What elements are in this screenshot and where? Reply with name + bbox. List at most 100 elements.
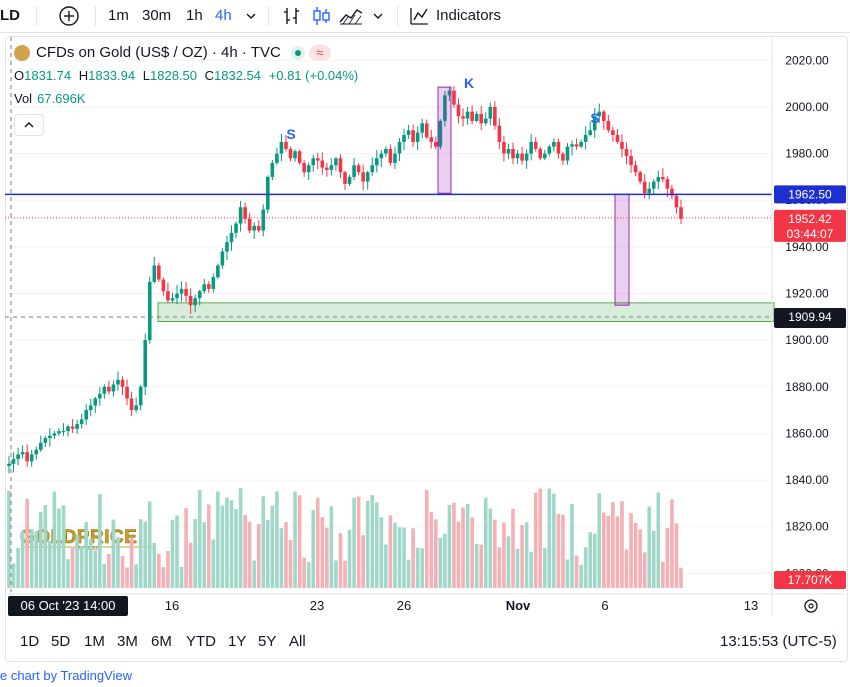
indicators-icon[interactable]: [408, 0, 430, 32]
area-chart-icon[interactable]: [338, 0, 364, 32]
candle-body: [84, 410, 88, 420]
chevron-down-icon[interactable]: [244, 0, 258, 32]
candle-body: [661, 176, 665, 180]
volume-bar: [157, 553, 161, 588]
volume-bar: [397, 527, 402, 588]
crosshair-time-label-bg: [8, 596, 128, 616]
range-1m[interactable]: 1M: [84, 633, 105, 650]
range-1d[interactable]: 1D: [20, 633, 40, 650]
candle-body: [134, 405, 138, 411]
candle-body: [415, 132, 420, 142]
candle-body: [202, 284, 207, 292]
candle-body: [170, 298, 175, 301]
change-value: +0.81 (+0.04%): [268, 68, 359, 83]
volume-bar: [656, 492, 661, 588]
candle-body: [270, 162, 275, 177]
candle-body: [329, 165, 334, 170]
interval-4h[interactable]: 4h: [215, 7, 232, 24]
volume-bar: [175, 515, 179, 588]
volume-bar: [647, 506, 652, 588]
toolbar-divider: [268, 6, 269, 26]
collapse-legend-button[interactable]: [14, 114, 44, 136]
price-tick-label: 1820.00: [785, 520, 829, 534]
candle-body: [565, 146, 570, 161]
volume-bar: [34, 531, 39, 588]
range-5y[interactable]: 5Y: [258, 633, 277, 650]
candle-body: [533, 141, 538, 149]
candle-body: [579, 141, 583, 147]
clock-timezone[interactable]: 13:15:53 (UTC-5): [720, 633, 837, 650]
volume-bar: [465, 503, 470, 588]
range-1y[interactable]: 1Y: [228, 633, 247, 650]
candle-body: [365, 172, 370, 182]
volume-bar: [61, 505, 66, 588]
gold-symbol-icon: [14, 44, 30, 61]
volume-bar: [443, 533, 447, 588]
candle-body: [256, 225, 261, 231]
volume-bar: [361, 535, 365, 588]
volume-bar: [266, 519, 270, 588]
close-label: C: [204, 68, 215, 83]
range-all[interactable]: All: [289, 633, 306, 650]
candle-body: [384, 148, 388, 154]
candle-body: [561, 153, 565, 161]
candle-body: [670, 188, 674, 196]
volume-bar: [370, 495, 375, 588]
indicators-button[interactable]: Indicators: [436, 7, 502, 24]
volume-bar: [456, 521, 461, 588]
candle-body: [538, 148, 543, 159]
candle-body: [147, 281, 152, 341]
interval-30m[interactable]: 30m: [142, 7, 172, 24]
candle-body: [556, 141, 561, 154]
candle-body: [138, 386, 143, 406]
volume-bar: [629, 513, 633, 588]
volume-bar: [270, 505, 275, 588]
candle-body: [393, 153, 397, 163]
volume-bar: [602, 512, 606, 588]
chevron-down-icon[interactable]: [371, 0, 385, 32]
candle-body: [111, 384, 116, 392]
candle-body: [79, 419, 84, 425]
volume-bar: [38, 511, 43, 588]
volume-bar: [79, 545, 84, 588]
volume-bar: [143, 521, 148, 588]
tradingview-credit-link[interactable]: e chart by TradingView: [0, 668, 132, 683]
candle-body: [611, 130, 615, 135]
volume-bar: [288, 540, 293, 588]
volume-bar: [515, 548, 520, 588]
volume-bar: [297, 495, 302, 588]
last-price-label-bg: [774, 209, 846, 242]
symbol-label[interactable]: LD: [0, 7, 20, 24]
candle-body: [143, 340, 148, 387]
interval-1h[interactable]: 1h: [186, 7, 203, 24]
candle-body: [361, 172, 365, 182]
volume-bar: [406, 559, 411, 588]
plus-circle-icon[interactable]: [58, 0, 80, 32]
price-tick-label: 1840.00: [785, 473, 829, 487]
interval-1m[interactable]: 1m: [108, 7, 129, 24]
volume-bar: [229, 500, 234, 588]
settings-gear-icon[interactable]: [804, 599, 818, 613]
range-3m[interactable]: 3M: [117, 633, 138, 650]
bar-chart-icon[interactable]: [281, 0, 303, 32]
open-value: 1831.74: [24, 68, 72, 83]
range-6m[interactable]: 6M: [151, 633, 172, 650]
range-ytd[interactable]: YTD: [186, 633, 216, 650]
candle-body: [206, 284, 211, 289]
candle-body: [447, 90, 452, 96]
candlestick-icon[interactable]: [310, 0, 332, 32]
range-5d[interactable]: 5D: [51, 633, 71, 650]
volume-bar: [252, 560, 256, 588]
volume-bar: [120, 555, 125, 588]
candle-body: [98, 393, 102, 399]
volume-bar: [552, 493, 556, 588]
legend-title[interactable]: CFDs on Gold (US$ / OZ) · 4h · TVC: [36, 44, 281, 61]
volume-bar: [93, 550, 98, 588]
volume-bar: [179, 567, 184, 588]
volume-price-label-bg: [774, 571, 846, 589]
volume-bar: [611, 502, 615, 588]
volume-bar: [98, 494, 102, 588]
volume-bar: [261, 496, 266, 588]
candle-body: [220, 251, 225, 266]
